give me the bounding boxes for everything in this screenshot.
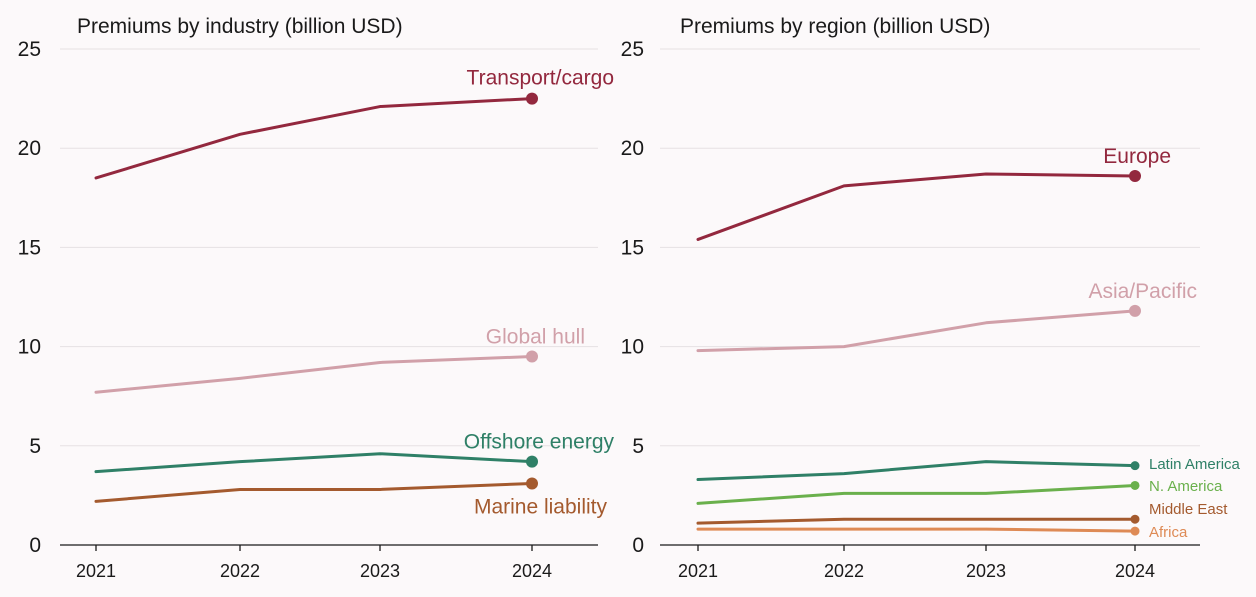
series-endpoint bbox=[1130, 514, 1140, 524]
series-label: Middle East bbox=[1149, 501, 1228, 518]
series-line-transport-cargo bbox=[94, 97, 534, 180]
series-label: Africa bbox=[1149, 524, 1188, 541]
x-tick-label: 2021 bbox=[76, 561, 116, 581]
y-tick-label: 10 bbox=[18, 336, 41, 359]
y-tick-label: 15 bbox=[18, 236, 41, 259]
series-line-marine-liability bbox=[94, 481, 534, 503]
series-endpoint bbox=[526, 477, 538, 490]
series-endpoint bbox=[1129, 304, 1141, 317]
x-tick-label: 2022 bbox=[824, 561, 864, 581]
y-tick-label: 10 bbox=[621, 336, 644, 359]
series-label: Asia/Pacific bbox=[1088, 280, 1197, 303]
series-label: Latin America bbox=[1149, 456, 1241, 473]
y-tick-label: 15 bbox=[621, 236, 644, 259]
x-tick-label: 2021 bbox=[678, 561, 718, 581]
y-tick-label: 25 bbox=[18, 38, 41, 61]
series-line-asia-pacific bbox=[696, 309, 1137, 353]
industry-chart: Premiums by industry (billion USD) 0 5 10 15… bbox=[18, 15, 615, 581]
series-line-middle-east bbox=[696, 517, 1137, 525]
y-tick-label: 25 bbox=[621, 38, 644, 61]
chart-title: Premiums by region (billion USD) bbox=[680, 15, 990, 38]
series-line-n-america bbox=[696, 483, 1137, 505]
series-endpoint bbox=[526, 455, 538, 468]
series-line-offshore-energy bbox=[94, 452, 534, 474]
y-tick-label: 20 bbox=[621, 137, 644, 160]
series-endpoint bbox=[1130, 480, 1140, 490]
x-tick-label: 2023 bbox=[966, 561, 1006, 581]
x-tick-label: 2024 bbox=[1115, 561, 1155, 581]
series-line-africa bbox=[696, 527, 1137, 533]
series-endpoint bbox=[526, 92, 538, 105]
series-endpoint bbox=[526, 350, 538, 363]
series-endpoint bbox=[1129, 169, 1141, 182]
y-tick-label: 5 bbox=[29, 435, 41, 458]
series-line-latin-america bbox=[696, 460, 1137, 482]
series-line-global-hull bbox=[94, 355, 534, 394]
x-tick-label: 2024 bbox=[512, 561, 552, 581]
series-line-europe bbox=[696, 172, 1137, 241]
y-tick-label: 20 bbox=[18, 137, 41, 160]
series-label: Global hull bbox=[486, 326, 585, 349]
chart-title: Premiums by industry (billion USD) bbox=[77, 15, 403, 38]
series-label: Europe bbox=[1103, 145, 1171, 168]
region-chart: Premiums by region (billion USD) 0 5 10 15 20… bbox=[621, 15, 1241, 581]
series-label: Marine liability bbox=[474, 495, 608, 518]
series-label: N. America bbox=[1149, 478, 1223, 495]
x-tick-label: 2023 bbox=[360, 561, 400, 581]
y-tick-label: 5 bbox=[632, 435, 644, 458]
series-endpoint bbox=[1130, 461, 1140, 471]
series-endpoint bbox=[1130, 526, 1140, 536]
series-label: Offshore energy bbox=[464, 431, 615, 454]
series-label: Transport/cargo bbox=[467, 67, 614, 90]
x-tick-label: 2022 bbox=[220, 561, 260, 581]
y-tick-label: 0 bbox=[632, 534, 644, 557]
y-tick-label: 0 bbox=[29, 534, 41, 557]
